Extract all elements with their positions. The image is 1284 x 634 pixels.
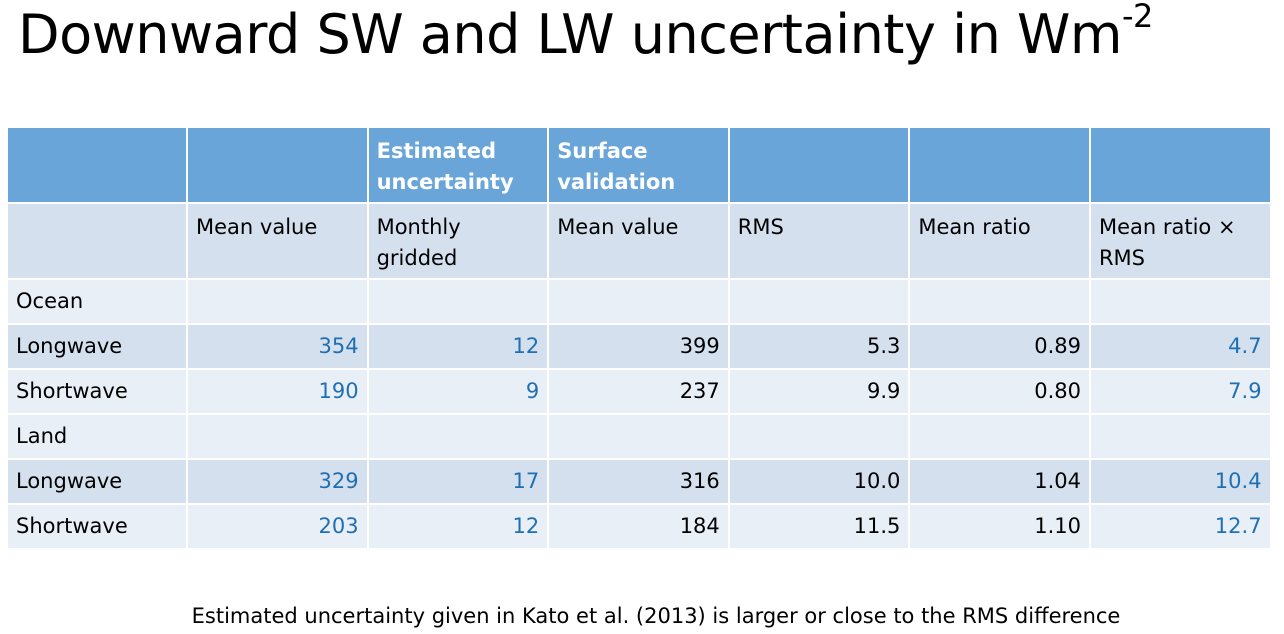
value-cell: 11.5: [727, 503, 911, 550]
empty-cell: [727, 278, 911, 325]
table-row: Longwave 354 12 399 5.3 0.89 4.7: [6, 323, 1272, 370]
empty-cell: [908, 413, 1091, 460]
empty-cell: [547, 413, 730, 460]
subheader-cell: Mean value: [547, 202, 730, 280]
row-label: Longwave: [6, 458, 188, 505]
value-cell: 354: [186, 323, 369, 370]
section-row: Ocean: [6, 278, 1272, 325]
section-label: Ocean: [6, 278, 188, 325]
subheader-cell: Mean value: [186, 202, 369, 280]
table-subheader-row: Mean value Monthly gridded Mean value RM…: [6, 202, 1272, 280]
value-cell: 237: [547, 368, 730, 415]
table-row: Shortwave 190 9 237 9.9 0.80 7.9: [6, 368, 1272, 415]
value-cell: 329: [186, 458, 369, 505]
row-label: Shortwave: [6, 368, 188, 415]
value-cell: 4.7: [1088, 323, 1272, 370]
value-cell: 0.80: [908, 368, 1091, 415]
slide-title: Downward SW and LW uncertainty in Wm-2: [18, 0, 1153, 68]
value-cell: 316: [547, 458, 730, 505]
row-label: Shortwave: [6, 503, 188, 550]
empty-cell: [908, 278, 1091, 325]
value-cell: 7.9: [1088, 368, 1272, 415]
subheader-cell: Mean ratio × RMS: [1088, 202, 1272, 280]
value-cell: 184: [547, 503, 730, 550]
header-cell: [6, 126, 188, 204]
empty-cell: [1088, 278, 1272, 325]
subheader-cell: [6, 202, 188, 280]
value-cell: 9.9: [727, 368, 911, 415]
section-label: Land: [6, 413, 188, 460]
empty-cell: [186, 278, 369, 325]
header-cell: [727, 126, 911, 204]
empty-cell: [547, 278, 730, 325]
empty-cell: [1088, 413, 1272, 460]
title-text: Downward SW and LW uncertainty in Wm: [18, 3, 1122, 66]
subheader-cell: Mean ratio: [908, 202, 1091, 280]
empty-cell: [186, 413, 369, 460]
subheader-cell: RMS: [727, 202, 911, 280]
empty-cell: [366, 413, 550, 460]
title-superscript: -2: [1121, 0, 1153, 35]
value-cell: 12: [366, 503, 550, 550]
footnote: Estimated uncertainty given in Kato et a…: [191, 604, 1121, 628]
section-row: Land: [6, 413, 1272, 460]
value-cell: 12: [366, 323, 550, 370]
empty-cell: [366, 278, 550, 325]
table-row: Longwave 329 17 316 10.0 1.04 10.4: [6, 458, 1272, 505]
header-cell-surface-validation: Surface validation: [547, 126, 730, 204]
value-cell: 17: [366, 458, 550, 505]
value-cell: 0.89: [908, 323, 1091, 370]
header-cell: [1088, 126, 1272, 204]
row-label: Longwave: [6, 323, 188, 370]
table-row: Shortwave 203 12 184 11.5 1.10 12.7: [6, 503, 1272, 550]
subheader-cell: Monthly gridded: [366, 202, 550, 280]
value-cell: 190: [186, 368, 369, 415]
table-header-row: Estimated uncertainty Surface validation: [6, 126, 1272, 204]
header-cell: [186, 126, 369, 204]
value-cell: 5.3: [727, 323, 911, 370]
empty-cell: [727, 413, 911, 460]
value-cell: 10.4: [1088, 458, 1272, 505]
value-cell: 399: [547, 323, 730, 370]
value-cell: 9: [366, 368, 550, 415]
value-cell: 10.0: [727, 458, 911, 505]
value-cell: 12.7: [1088, 503, 1272, 550]
header-cell-estimated-uncertainty: Estimated uncertainty: [366, 126, 550, 204]
value-cell: 203: [186, 503, 369, 550]
value-cell: 1.10: [908, 503, 1091, 550]
uncertainty-table: Estimated uncertainty Surface validation…: [6, 126, 1272, 550]
header-cell: [908, 126, 1091, 204]
value-cell: 1.04: [908, 458, 1091, 505]
